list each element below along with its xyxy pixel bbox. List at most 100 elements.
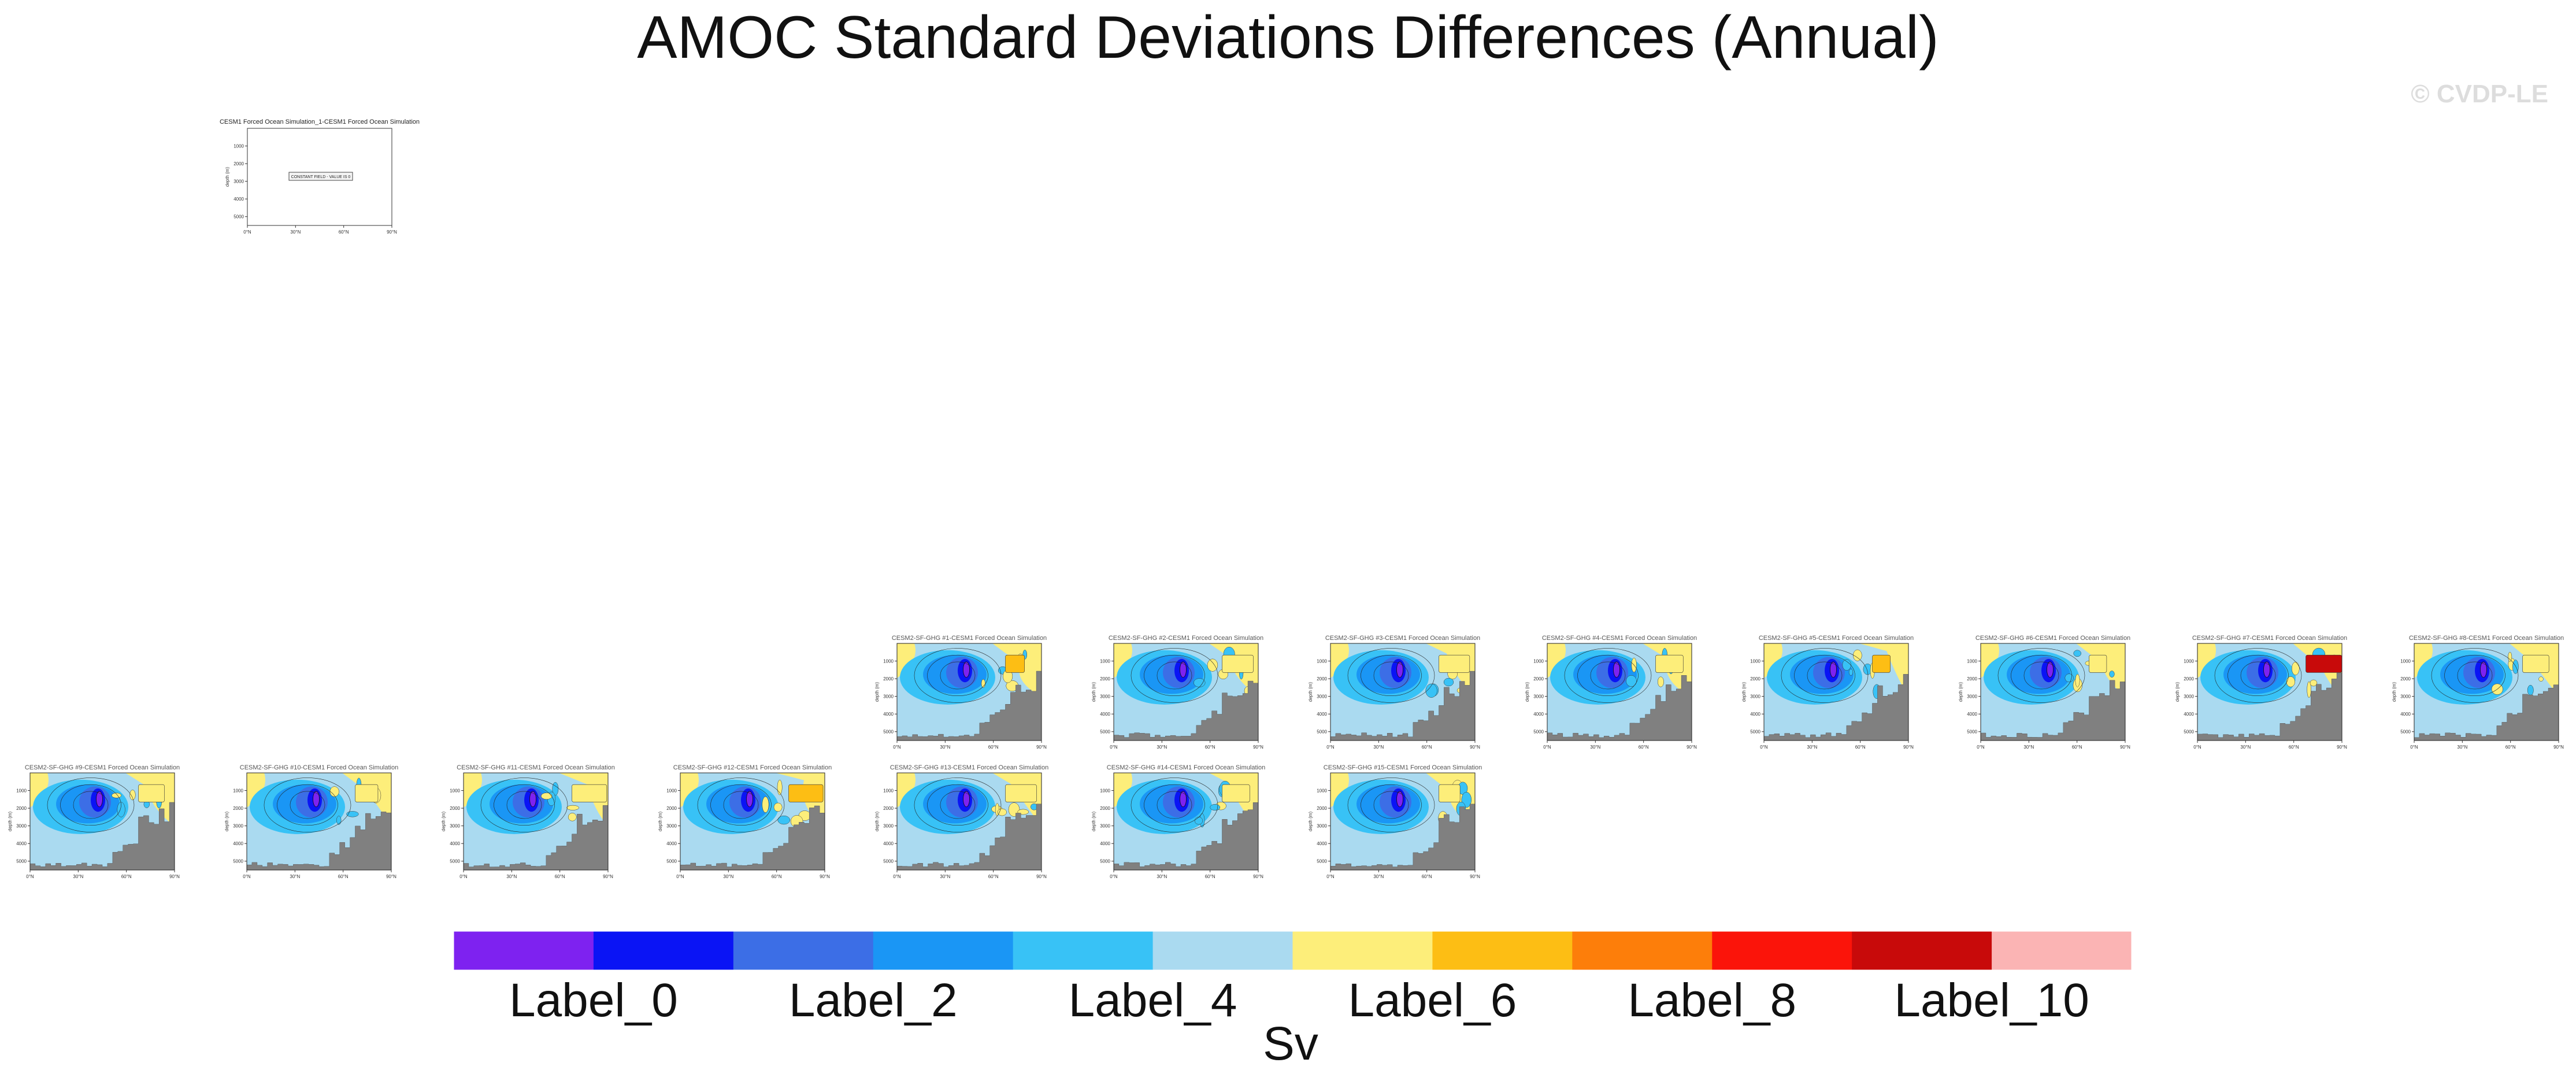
- y-tick-label: 3000: [16, 824, 27, 829]
- colorbar-tick-label: Label_0: [509, 974, 678, 1027]
- field-contour: [697, 778, 785, 832]
- field-positive-region: [247, 773, 265, 808]
- field-blob: [773, 802, 783, 812]
- y-tick-label: 1000: [2184, 659, 2194, 664]
- field-blob: [346, 811, 359, 817]
- x-tick-label: 90°N: [169, 874, 180, 879]
- field-core: [313, 791, 320, 808]
- y-tick-label: 4000: [2400, 712, 2411, 717]
- x-tick-label: 90°N: [603, 874, 613, 879]
- x-tick-label: 60°N: [555, 874, 565, 879]
- field-positive-region: [1981, 643, 1999, 678]
- x-tick-label: 30°N: [290, 874, 300, 879]
- copyright-watermark: © CVDP-LE: [2411, 80, 2548, 108]
- field-blob: [2073, 650, 2081, 657]
- panel-frame: [680, 772, 825, 871]
- field-positive-region: [897, 773, 916, 808]
- colorbar-swatch: [1152, 931, 1293, 970]
- x-tick-label: 0°N: [26, 874, 34, 879]
- y-tick-label: 3000: [1100, 824, 1110, 829]
- y-axis-label: depth (m): [441, 812, 446, 832]
- field-blob: [540, 793, 553, 800]
- field-positive-region: [30, 773, 49, 808]
- x-tick-label: 0°N: [1110, 745, 1118, 750]
- panel-title: CESM2-SF-GHG #5-CESM1 Forced Ocean Simul…: [1759, 635, 1914, 642]
- field-contour: [723, 791, 759, 819]
- y-tick-label: 4000: [1967, 712, 1977, 717]
- panel-frame: [1330, 772, 1476, 871]
- y-tick-label: 2000: [1750, 676, 1760, 682]
- x-tick-label: 30°N: [1807, 745, 1817, 750]
- x-tick-label: 90°N: [2120, 745, 2130, 750]
- field-hotspot: [1872, 654, 1891, 673]
- field-contour: [710, 784, 772, 826]
- field-contour: [1373, 791, 1409, 819]
- field-hotspot: [1439, 784, 1461, 802]
- difference-panel: CESM2-SF-GHG #7-CESM1 Forced Ocean Simul…: [2175, 635, 2347, 750]
- panel-title: CESM2-SF-GHG #9-CESM1 Forced Ocean Simul…: [25, 764, 180, 771]
- y-tick-label: 4000: [233, 197, 244, 202]
- x-tick-label: 0°N: [893, 874, 901, 879]
- y-tick-label: 1000: [16, 788, 27, 794]
- x-tick-label: 0°N: [1977, 745, 1985, 750]
- panel-title: CESM2-SF-GHG #11-CESM1 Forced Ocean Simu…: [457, 764, 615, 771]
- colorbar-tick-label: Label_8: [1628, 974, 1797, 1027]
- field-core: [1396, 661, 1403, 678]
- field-contour: [1564, 648, 1652, 703]
- difference-panel: CESM2-SF-GHG #12-CESM1 Forced Ocean Simu…: [658, 764, 832, 879]
- field-hotspot: [1005, 654, 1025, 673]
- field-blob: [2064, 673, 2074, 683]
- x-tick-label: 90°N: [1470, 745, 1480, 750]
- field-blob: [2512, 660, 2519, 674]
- bathymetry-mask: [1981, 679, 2125, 741]
- panel-title: CESM2-SF-GHG #13-CESM1 Forced Ocean Simu…: [890, 764, 1048, 771]
- field-contour: [2240, 661, 2276, 690]
- field-contour: [2214, 648, 2302, 703]
- panel-title: CESM2-SF-GHG #2-CESM1 Forced Ocean Simul…: [1109, 635, 1263, 642]
- difference-panel: CESM2-SF-GHG #8-CESM1 Forced Ocean Simul…: [2392, 635, 2564, 750]
- bathymetry-mask: [1114, 678, 1258, 741]
- panel-frame: [2414, 643, 2559, 741]
- x-tick-label: 0°N: [1760, 745, 1768, 750]
- y-tick-label: 2000: [233, 806, 243, 811]
- x-tick-label: 60°N: [1422, 745, 1432, 750]
- colorbar-swatch: [593, 931, 734, 970]
- field-core: [2480, 661, 2487, 678]
- field-hotspot: [1439, 654, 1470, 673]
- field-contour: [494, 784, 555, 826]
- y-tick-label: 3000: [883, 824, 894, 829]
- panel-frame: [896, 643, 1042, 741]
- y-tick-label: 1000: [1100, 659, 1110, 664]
- y-tick-label: 4000: [1750, 712, 1760, 717]
- field-contour: [1997, 648, 2085, 703]
- y-tick-label: 5000: [1317, 730, 1327, 735]
- field-blob: [2075, 673, 2080, 687]
- field-contour: [73, 791, 109, 819]
- field-blob: [2508, 651, 2512, 662]
- x-tick-label: 30°N: [2457, 745, 2467, 750]
- y-tick-label: 3000: [2184, 694, 2194, 699]
- panel-title: CESM2-SF-GHG #8-CESM1 Forced Ocean Simul…: [2409, 635, 2564, 642]
- field-hotspot: [355, 784, 379, 802]
- y-tick-label: 3000: [666, 824, 677, 829]
- x-tick-label: 60°N: [1205, 745, 1215, 750]
- x-tick-label: 60°N: [1205, 874, 1215, 879]
- colorbar-swatch: [1992, 931, 2132, 970]
- colorbar-swatch: [1572, 931, 1713, 970]
- panel-frame: [1980, 643, 2126, 741]
- y-axis-label: depth (m): [1958, 682, 1963, 702]
- bathymetry-mask: [30, 801, 175, 870]
- panel-title: CESM2-SF-GHG #3-CESM1 Forced Ocean Simul…: [1325, 635, 1480, 642]
- y-tick-label: 2000: [883, 676, 894, 682]
- field-contour: [1794, 654, 1855, 697]
- y-axis-label: depth (m): [658, 812, 663, 832]
- x-tick-label: 90°N: [2553, 745, 2564, 750]
- field-blob: [336, 816, 342, 825]
- x-tick-label: 0°N: [2193, 745, 2201, 750]
- y-tick-label: 1000: [666, 788, 677, 794]
- colorbar-swatch: [1432, 931, 1573, 970]
- y-tick-label: 1000: [1533, 659, 1544, 664]
- bathymetry-mask: [1330, 804, 1475, 870]
- difference-panel: CESM2-SF-GHG #15-CESM1 Forced Ocean Simu…: [1308, 764, 1482, 879]
- bathymetry-mask: [897, 798, 1041, 870]
